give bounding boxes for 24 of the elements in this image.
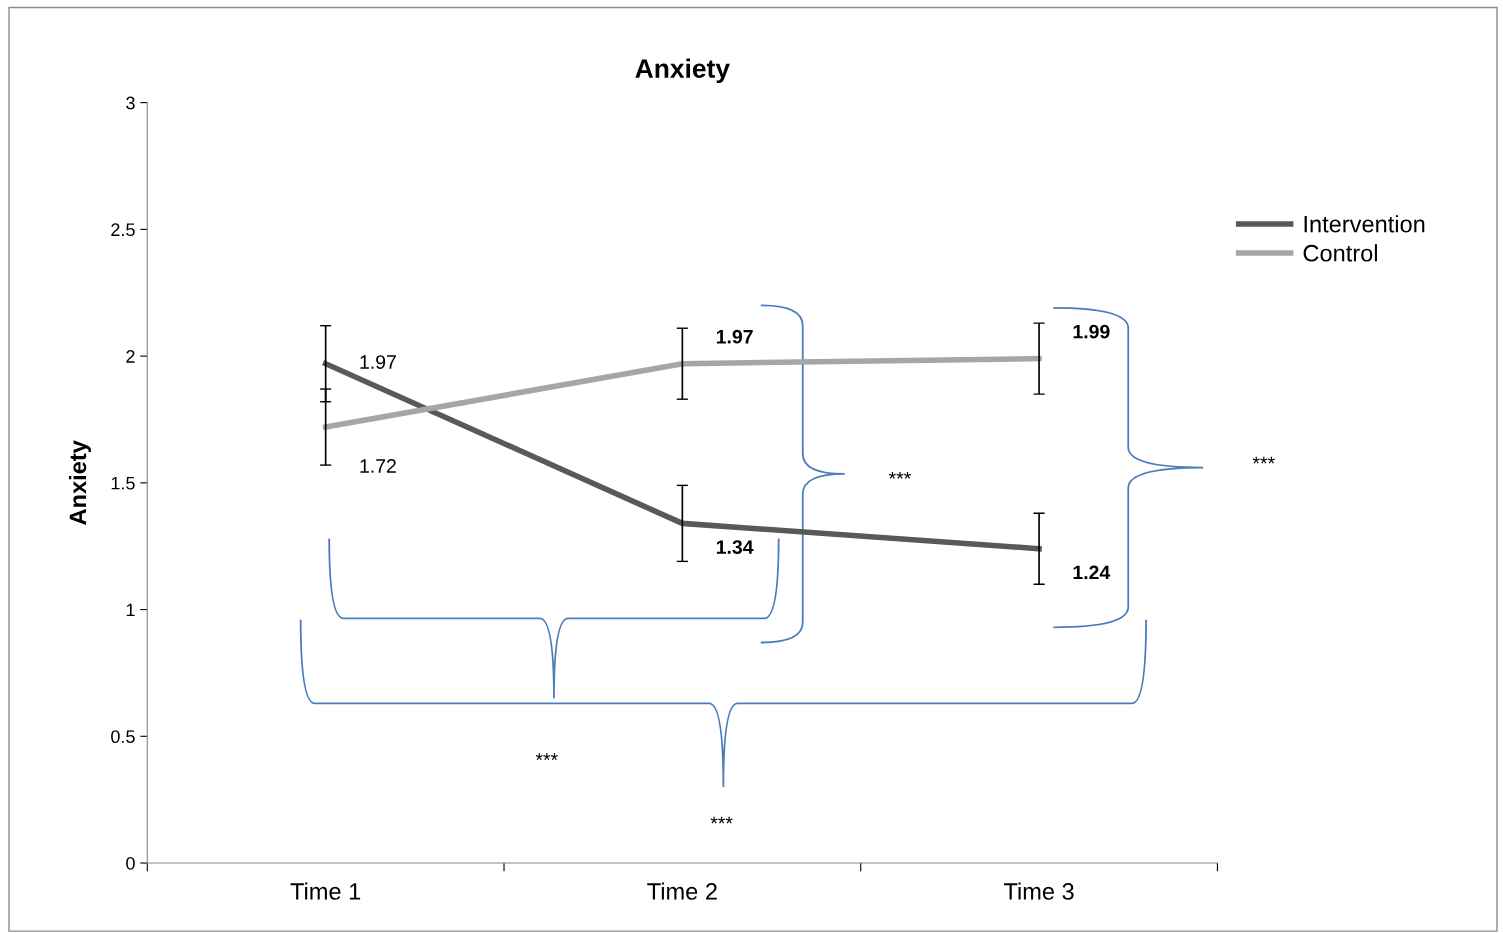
annotation: *** <box>535 753 558 761</box>
annotation: *** <box>888 471 911 479</box>
annotation: *** <box>710 816 733 824</box>
data-label: 1.99 <box>1073 324 1110 339</box>
chart-title: Anxiety <box>635 58 730 84</box>
data-label: 1.97 <box>360 355 396 369</box>
y-tick-label: 3 <box>126 96 135 110</box>
data-label: 1.72 <box>360 459 396 473</box>
y-axis-title: Anxiety <box>68 440 91 525</box>
y-tick-label: 0 <box>126 856 135 870</box>
x-tick-label: Time 2 <box>647 882 717 900</box>
y-tick-label: 1.5 <box>111 476 135 490</box>
text: *** <box>1252 456 1275 464</box>
legend-label: Intervention <box>1304 215 1425 233</box>
y-tick-label: 1 <box>126 603 135 617</box>
legend-label: Control <box>1303 244 1377 262</box>
x-tick-label: Time 1 <box>290 882 361 900</box>
data-label: 1.24 <box>1073 565 1111 580</box>
data-label: 1.97 <box>716 329 753 344</box>
x-tick-label: Time 3 <box>1003 882 1074 900</box>
y-tick-label: 0.5 <box>111 730 135 744</box>
y-tick-label: 2 <box>126 350 135 363</box>
data-label: 1.34 <box>716 540 754 554</box>
y-tick-label: 2.5 <box>111 223 135 237</box>
